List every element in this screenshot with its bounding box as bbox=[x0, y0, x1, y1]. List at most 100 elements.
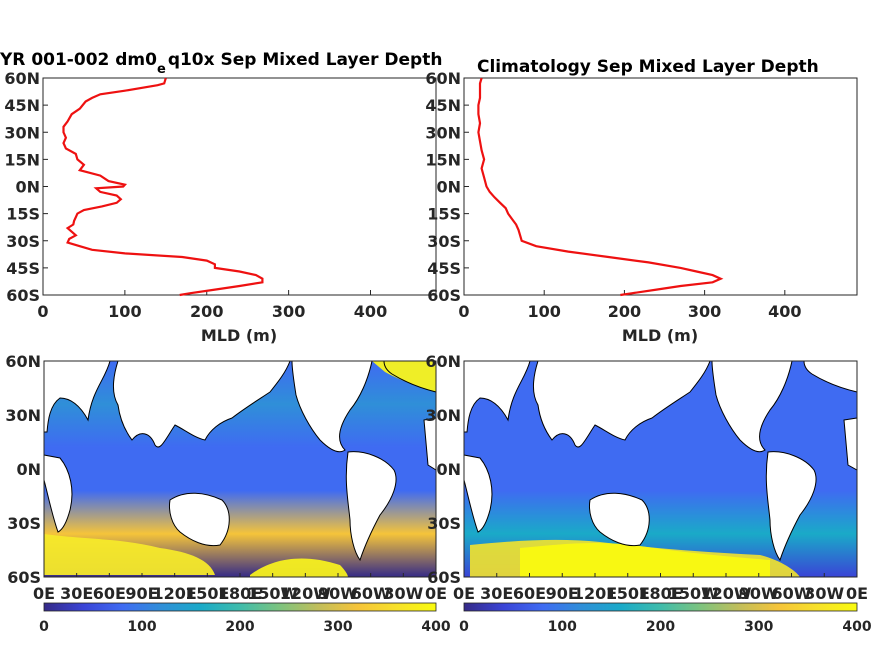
map-1-north-atlantic-high bbox=[372, 361, 436, 392]
y-tick-label: 15N bbox=[425, 150, 461, 169]
map-x-tick-label: 0E bbox=[425, 584, 447, 603]
map-1-land-asia bbox=[113, 360, 291, 448]
map-y-tick-label: 0N bbox=[16, 460, 41, 479]
y-tick-label: 30N bbox=[425, 123, 461, 142]
map-x-tick-label: 60E bbox=[93, 584, 126, 603]
colorbar-tick-label: 400 bbox=[842, 619, 871, 635]
map-y-tick-label: 60N bbox=[5, 352, 41, 371]
map-1-colorbar-ticks: 0 100 200 300 400 bbox=[39, 619, 451, 635]
map-1-land-south-america bbox=[345, 451, 397, 562]
x-tick-label: 0 bbox=[37, 302, 48, 321]
map-x-tick-label: 120W bbox=[700, 584, 751, 603]
panel-climatology-map: 60S 30S 0N 30N 60N 0E 30E 60E 90E120E150E180E15… bbox=[425, 352, 872, 635]
y-tick-label: 45S bbox=[6, 259, 40, 278]
panel-2-y-ticks: 60S 45S 30S 15S 0N 15N 30N 45N 60N bbox=[425, 69, 469, 305]
map-2-y-ticks: 60S 30S 0N 30N 60N bbox=[425, 352, 461, 587]
map-1-land bbox=[43, 360, 437, 562]
x-tick-label: 200 bbox=[190, 302, 223, 321]
map-x-tick-label: 0E bbox=[453, 584, 475, 603]
panel-2-axes-box bbox=[463, 77, 858, 296]
map-2-colorbar bbox=[463, 602, 858, 612]
panel-2-x-axis-label: MLD (m) bbox=[622, 326, 698, 345]
map-x-tick-label: 120E bbox=[573, 584, 617, 603]
map-1-y-ticks: 60S 30S 0N 30N 60N bbox=[5, 352, 41, 587]
colorbar-tick-label: 200 bbox=[225, 619, 254, 635]
map-1-land-eurasia-west bbox=[43, 360, 111, 433]
map-2-land-africa bbox=[463, 454, 493, 533]
map-1-southern-ocean-high-band-east bbox=[250, 558, 348, 577]
y-tick-label: 45S bbox=[427, 259, 461, 278]
map-x-tick-label: 30W bbox=[383, 584, 423, 603]
map-y-tick-label: 30N bbox=[425, 406, 461, 425]
panel-1-title: YR 001-002 dm0e q10x Sep Mixed Layer Dept… bbox=[0, 50, 442, 77]
map-x-tick-label: 30W bbox=[804, 584, 844, 603]
map-y-tick-label: 30N bbox=[5, 406, 41, 425]
x-tick-label: 400 bbox=[354, 302, 387, 321]
map-x-tick-label: 60W bbox=[772, 584, 812, 603]
map-2-land-south-america bbox=[765, 451, 817, 562]
y-tick-label: 45N bbox=[4, 96, 40, 115]
x-tick-label: 100 bbox=[528, 302, 561, 321]
y-tick-label: 15S bbox=[427, 205, 461, 224]
map-1-southern-ocean-high-band-west bbox=[44, 534, 215, 575]
map-2-land-australia bbox=[589, 492, 650, 547]
map-y-tick-label: 30S bbox=[427, 514, 461, 533]
map-2-colorbar-ticks: 0 100 200 300 400 bbox=[459, 619, 872, 635]
panel-1-y-ticks: 60S 45S 30S 15S 0N 15N 30N 45N 60N bbox=[4, 69, 48, 305]
map-x-tick-label: 150E bbox=[606, 584, 650, 603]
panel-1-x-axis-label: MLD (m) bbox=[201, 326, 277, 345]
x-tick-label: 0 bbox=[458, 302, 469, 321]
map-2-land bbox=[463, 360, 858, 562]
map-x-tick-label: 150W bbox=[247, 584, 298, 603]
map-2-x-ticks: 0E 30E 60E 90E120E150E180E150W120W90W60W30W… bbox=[453, 573, 868, 603]
map-2-land-eurasia-west bbox=[463, 360, 531, 433]
panel-climatology-profile: Climatology Sep Mixed Layer Depth 60S 45S… bbox=[425, 57, 858, 345]
map-x-tick-label: 60W bbox=[351, 584, 391, 603]
map-1-colorbar bbox=[43, 602, 437, 612]
panel-1-mld-series-line bbox=[62, 77, 264, 297]
y-tick-label: 15S bbox=[6, 205, 40, 224]
map-x-tick-label: 30E bbox=[60, 584, 93, 603]
map-2-southern-ocean-core bbox=[520, 542, 770, 577]
map-1-land-africa bbox=[43, 454, 73, 533]
colorbar-tick-label: 100 bbox=[127, 619, 156, 635]
y-tick-label: 0N bbox=[436, 178, 461, 197]
panel-model-profile: YR 001-002 dm0e q10x Sep Mixed Layer Dept… bbox=[0, 50, 442, 345]
map-x-tick-label: 0E bbox=[33, 584, 55, 603]
map-x-tick-label: 180E bbox=[218, 584, 262, 603]
y-tick-label: 30S bbox=[6, 232, 40, 251]
x-tick-label: 300 bbox=[272, 302, 305, 321]
y-tick-label: 60N bbox=[425, 69, 461, 88]
map-x-tick-label: 120E bbox=[153, 584, 197, 603]
colorbar-tick-label: 0 bbox=[459, 619, 469, 635]
map-x-tick-label: 30E bbox=[480, 584, 513, 603]
map-x-tick-label: 90W bbox=[739, 584, 779, 603]
map-x-tick-label: 60E bbox=[513, 584, 546, 603]
x-tick-label: 300 bbox=[688, 302, 721, 321]
panel-1-axes-box bbox=[42, 77, 437, 296]
y-tick-label: 60S bbox=[427, 286, 461, 305]
panel-1-x-ticks: 0 100 200 300 400 bbox=[37, 290, 387, 321]
colorbar-tick-label: 300 bbox=[744, 619, 773, 635]
colorbar-tick-label: 100 bbox=[548, 619, 577, 635]
map-y-tick-label: 60N bbox=[425, 352, 461, 371]
y-tick-label: 30S bbox=[427, 232, 461, 251]
colorbar-tick-label: 300 bbox=[323, 619, 352, 635]
map-x-tick-label: 120W bbox=[280, 584, 331, 603]
map-x-tick-label: 90E bbox=[125, 584, 158, 603]
map-2-land-greenland bbox=[803, 360, 858, 393]
map-2-land-asia bbox=[533, 360, 711, 448]
y-tick-label: 60N bbox=[4, 69, 40, 88]
map-y-tick-label: 60S bbox=[7, 568, 41, 587]
y-tick-label: 30N bbox=[4, 123, 40, 142]
map-x-tick-label: 150E bbox=[185, 584, 229, 603]
panel-2-mld-series-line bbox=[477, 77, 724, 297]
map-2-land-north-america bbox=[711, 360, 793, 453]
y-tick-label: 45N bbox=[425, 96, 461, 115]
colorbar-tick-label: 400 bbox=[421, 619, 450, 635]
x-tick-label: 400 bbox=[768, 302, 801, 321]
map-x-tick-label: 150W bbox=[668, 584, 719, 603]
map-1-land-greenland-outline bbox=[383, 360, 437, 393]
x-tick-label: 200 bbox=[608, 302, 641, 321]
